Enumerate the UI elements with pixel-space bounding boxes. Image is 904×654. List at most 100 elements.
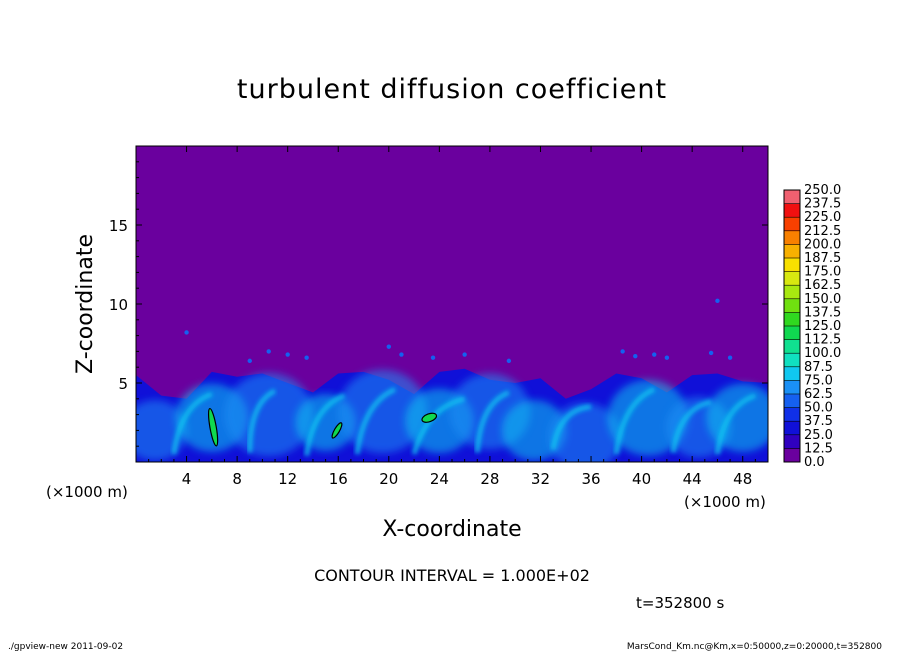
colorbar-label: 187.5 — [804, 251, 841, 266]
footer-data-source: MarsCond_Km.nc@Km,x=0:50000,z=0:20000,t=… — [626, 642, 882, 652]
plume-streak — [247, 388, 277, 453]
eddy-blob — [399, 352, 404, 357]
colorbar-swatch — [784, 203, 800, 218]
colorbar-swatch — [784, 366, 800, 381]
colorbar-swatch — [784, 339, 800, 354]
colorbar-swatch — [784, 271, 800, 286]
x-axis-unit: (×1000 m) — [684, 493, 766, 511]
chart-title: turbulent diffusion coefficient — [236, 74, 668, 105]
colorbar-label: 162.5 — [804, 278, 841, 293]
colorbar-swatch — [784, 394, 800, 408]
y-axis: 5 10 15 — [109, 161, 768, 447]
turbulence-field — [136, 298, 768, 462]
contour-line — [421, 412, 438, 423]
colorbar-swatch — [784, 312, 800, 327]
contour-line — [331, 422, 343, 439]
x-tick-label: 36 — [581, 470, 600, 488]
eddy-blob — [506, 358, 512, 364]
x-tick-label: 28 — [480, 470, 499, 488]
colorbar-swatch — [784, 298, 800, 313]
colorbar-swatch — [784, 353, 800, 368]
colorbar-label: 200.0 — [804, 237, 841, 252]
colorbar-label: 212.5 — [804, 224, 841, 239]
colorbar-swatch — [784, 190, 800, 204]
x-tick-label: 20 — [379, 470, 398, 488]
plume-streak — [550, 404, 592, 450]
x-tick-label: 12 — [278, 470, 297, 488]
eddy-blob — [285, 352, 290, 357]
colorbar-label: 87.5 — [804, 360, 833, 375]
colorbar-label: 112.5 — [804, 333, 841, 348]
colorbar-swatch — [784, 258, 800, 272]
colorbar-label: 62.5 — [804, 387, 833, 402]
colorbar-swatch — [784, 230, 800, 245]
contour-line — [207, 407, 219, 447]
eddy-blob — [708, 350, 714, 356]
colorbar-swatch — [784, 285, 800, 300]
eddy-blob — [430, 355, 436, 360]
eddy-blob — [184, 330, 189, 335]
eddy-blob — [633, 353, 638, 359]
y-tick-label: 5 — [118, 375, 128, 393]
y-tick-label: 15 — [109, 217, 128, 235]
colorbar-label: 237.5 — [804, 197, 841, 212]
colorbar-label: 225.0 — [804, 210, 841, 225]
x-axis: 4 8 12 16 20 24 28 32 36 40 44 48 — [148, 146, 756, 488]
eddy-blob — [652, 352, 657, 357]
footer-program-info: ./gpview-new 2011-09-02 — [8, 642, 124, 652]
x-tick-label: 32 — [531, 470, 550, 488]
x-tick-label: 16 — [329, 470, 348, 488]
x-tick-label: 24 — [430, 470, 449, 488]
plume-streak — [171, 391, 213, 455]
plume-streak — [354, 387, 397, 455]
colorbar-label: 150.0 — [804, 292, 841, 307]
plume-streak — [670, 399, 712, 453]
colorbar-label: 125.0 — [804, 319, 841, 334]
eddy-blob — [266, 349, 271, 354]
colorbar: 0.012.525.037.550.062.575.087.5100.0112.… — [783, 183, 841, 470]
plume-streak — [714, 393, 757, 455]
y-axis-unit: (×1000 m) — [46, 483, 128, 501]
colorbar-label: 50.0 — [804, 401, 833, 416]
colorbar-label: 175.0 — [804, 265, 841, 280]
colorbar-label: 100.0 — [804, 346, 841, 361]
eddy-blob — [304, 355, 309, 360]
colorbar-label: 75.0 — [804, 373, 833, 388]
x-tick-label: 8 — [232, 470, 242, 488]
eddy-blob — [620, 349, 625, 354]
time-stamp: t=352800 s — [636, 594, 725, 612]
y-tick-label: 10 — [109, 296, 128, 314]
eddy-blob — [715, 298, 720, 304]
colorbar-swatch — [784, 217, 800, 232]
x-tick-label: 4 — [182, 470, 192, 488]
eddy — [224, 372, 314, 457]
eddy-blob — [462, 352, 467, 357]
x-axis-title: X-coordinate — [382, 517, 521, 542]
colorbar-swatch — [784, 244, 800, 259]
plume-streak — [304, 393, 346, 457]
eddy-blob — [247, 358, 252, 364]
colorbar-swatch — [784, 434, 800, 449]
colorbar-swatch — [784, 407, 800, 422]
colorbar-swatch — [784, 448, 800, 463]
plume-streak — [474, 390, 510, 453]
colorbar-label: 137.5 — [804, 305, 841, 320]
y-axis-title: Z-coordinate — [73, 234, 98, 374]
eddy-blob — [664, 355, 670, 360]
colorbar-label: 12.5 — [804, 441, 833, 456]
colorbar-swatch — [784, 380, 800, 395]
colorbar-swatch — [784, 421, 800, 436]
plume-streak — [613, 387, 656, 455]
eddy-blob — [386, 344, 391, 349]
x-tick-label: 44 — [683, 470, 702, 488]
colorbar-label: 25.0 — [804, 428, 833, 443]
colorbar-label: 0.0 — [804, 455, 825, 470]
x-tick-label: 40 — [632, 470, 651, 488]
eddy-blob — [727, 355, 733, 360]
colorbar-swatch — [784, 326, 800, 340]
colorbar-label: 37.5 — [804, 414, 833, 429]
colorbar-label: 250.0 — [804, 183, 841, 198]
x-tick-label: 48 — [733, 470, 752, 488]
contour-interval-note: CONTOUR INTERVAL = 1.000E+02 — [314, 566, 590, 585]
